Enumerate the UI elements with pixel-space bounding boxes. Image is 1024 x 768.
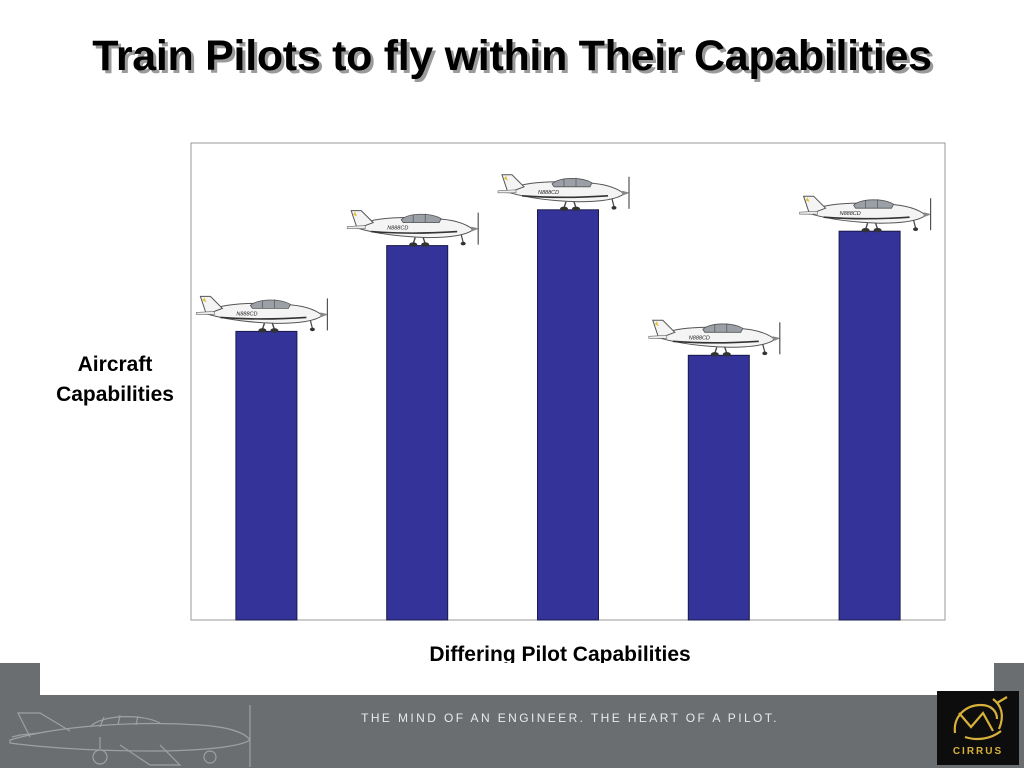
bar-chart: N888CD	[190, 142, 946, 621]
x-axis-label: Differing Pilot Capabilities	[429, 643, 691, 666]
slide-title: Train Pilots to fly within Their Capabil…	[92, 32, 932, 80]
bar-4	[687, 354, 750, 621]
y-axis-label: Aircraft Capabilities	[56, 353, 174, 406]
cirrus-logo-text: CIRRUS	[952, 746, 1004, 757]
footer-tagline: THE MIND OF AN ENGINEER. THE HEART OF A …	[361, 711, 779, 725]
cirrus-logo: CIRRUS	[937, 691, 1019, 765]
bar-2	[386, 245, 449, 621]
footer-airplane-outline-icon	[9, 705, 251, 767]
footer-white-strip	[40, 663, 994, 695]
bar-5	[838, 230, 901, 621]
bar-1	[235, 330, 298, 621]
cirrus-logo-mark-icon	[953, 696, 1008, 741]
footer-bar: THE MIND OF AN ENGINEER. THE HEART OF A …	[0, 663, 1024, 768]
bar-3	[537, 209, 599, 621]
